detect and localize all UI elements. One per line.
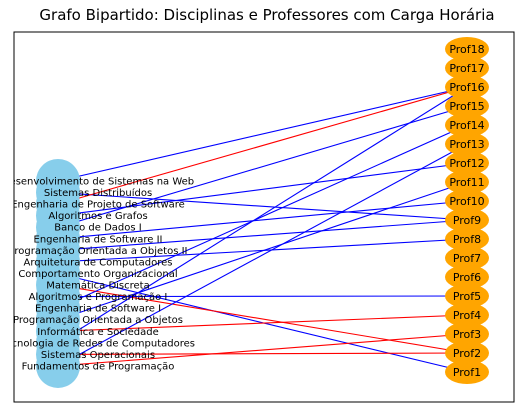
edge-desenvolvimento-de-sistemas-na-web-prof16 <box>57 86 468 182</box>
discipline-label-tecnologia-de-redes-de-computadores: Tecnologia de Redes de Computadores <box>0 338 195 349</box>
edge-engenharia-de-projeto-de-software-prof16 <box>57 86 468 205</box>
discipline-label-engenharia-de-software-i: Engenharia de Software I <box>35 304 161 315</box>
professor-label-prof6: Prof6 <box>453 271 481 284</box>
professor-label-prof16: Prof16 <box>449 81 484 94</box>
professor-label-prof15: Prof15 <box>449 100 484 113</box>
discipline-node-fundamentos-de-programacao <box>36 343 80 388</box>
edge-programacao-orientada-a-objetos-ii-prof9 <box>57 219 468 251</box>
edge-sistemas-operacionais-prof2 <box>57 352 468 355</box>
discipline-label-matematica-discreta: Matemática Discreta <box>46 280 149 292</box>
professor-node-prof16 <box>445 75 489 99</box>
labels-layer: Desenvolvimento de Sistemas na WebSistem… <box>0 43 485 379</box>
professor-label-prof4: Prof4 <box>453 309 481 322</box>
professor-label-prof3: Prof3 <box>453 328 481 341</box>
professor-node-prof6 <box>445 265 489 289</box>
edge-sistemas-distribuidos-prof9 <box>57 192 468 221</box>
professor-node-prof15 <box>445 94 489 118</box>
edge-fundamentos-de-programacao-prof3 <box>57 333 468 367</box>
discipline-label-engenharia-de-projeto-de-software: Engenharia de Projeto de Software <box>11 200 185 211</box>
nodes-layer <box>36 37 489 388</box>
edge-engenharia-de-software-ii-prof10 <box>57 200 468 240</box>
professor-node-prof2 <box>445 341 489 365</box>
graph-title: Grafo Bipartido: Disciplinas e Professor… <box>39 6 495 24</box>
professor-label-prof5: Prof5 <box>453 290 481 303</box>
professor-node-prof9 <box>445 208 489 232</box>
plot-frame <box>13 31 515 403</box>
professor-node-prof3 <box>445 322 489 346</box>
professor-node-prof11 <box>445 170 489 194</box>
discipline-label-algoritmos-e-programacao-i: Algoritmos e Programação I <box>29 292 168 303</box>
discipline-label-informatica-e-sociedade: Informática e Sociedade <box>37 326 158 338</box>
discipline-label-sistemas-distribuidos: Sistemas Distribuídos <box>44 187 152 199</box>
discipline-label-sistemas-operacionais: Sistemas Operacionais <box>41 350 155 361</box>
professor-label-prof18: Prof18 <box>449 43 484 56</box>
professor-node-prof18 <box>445 37 489 61</box>
professor-node-prof14 <box>445 113 489 137</box>
discipline-label-programacao-orientada-a-objetos-ii: Programação Orientada a Objetos II <box>9 246 188 257</box>
professor-label-prof8: Prof8 <box>453 233 481 246</box>
professor-node-prof17 <box>445 56 489 80</box>
professor-label-prof10: Prof10 <box>449 195 484 208</box>
professor-node-prof10 <box>445 189 489 213</box>
professor-label-prof14: Prof14 <box>449 119 484 132</box>
professor-node-prof8 <box>445 227 489 251</box>
discipline-label-arquitetura-de-computadores: Arquitetura de Computadores <box>24 257 173 268</box>
discipline-label-algoritmos-e-grafos: Algoritmos e Grafos <box>48 211 147 222</box>
professor-label-prof2: Prof2 <box>453 347 481 360</box>
edges-layer <box>57 86 468 373</box>
professor-node-prof13 <box>445 132 489 156</box>
professor-label-prof9: Prof9 <box>453 214 481 227</box>
edge-programacao-orientada-a-objetos-prof11 <box>57 181 468 321</box>
professor-node-prof1 <box>445 360 489 384</box>
professor-node-prof5 <box>445 284 489 308</box>
professor-label-prof11: Prof11 <box>449 176 484 189</box>
discipline-label-engenharia-de-software-ii: Engenharia de Software II <box>34 234 163 245</box>
edge-tecnologia-de-redes-de-computadores-prof16 <box>57 86 468 344</box>
professor-node-prof12 <box>445 151 489 175</box>
discipline-label-comportamento-organizacional: Comportamento Organizacional <box>18 269 177 280</box>
professor-label-prof17: Prof17 <box>449 62 484 75</box>
discipline-label-fundamentos-de-programacao: Fundamentos de Programação <box>22 361 175 372</box>
professor-label-prof13: Prof13 <box>449 138 484 151</box>
professor-node-prof4 <box>445 303 489 327</box>
discipline-label-programacao-orientada-a-objetos: Programação Orientada a Objetos <box>13 315 183 326</box>
discipline-label-banco-de-dados-i: Banco de Dados I <box>54 223 141 234</box>
professor-node-prof7 <box>445 246 489 270</box>
discipline-label-desenvolvimento-de-sistemas-na-web: Desenvolvimento de Sistemas na Web <box>2 177 194 188</box>
professor-label-prof12: Prof12 <box>449 157 484 170</box>
professor-label-prof7: Prof7 <box>453 252 481 265</box>
edge-fundamentos-de-programacao-prof13 <box>57 143 468 367</box>
professor-label-prof1: Prof1 <box>453 366 481 379</box>
edge-engenharia-de-software-i-prof14 <box>57 124 468 309</box>
edge-banco-de-dados-i-prof15 <box>57 105 468 228</box>
